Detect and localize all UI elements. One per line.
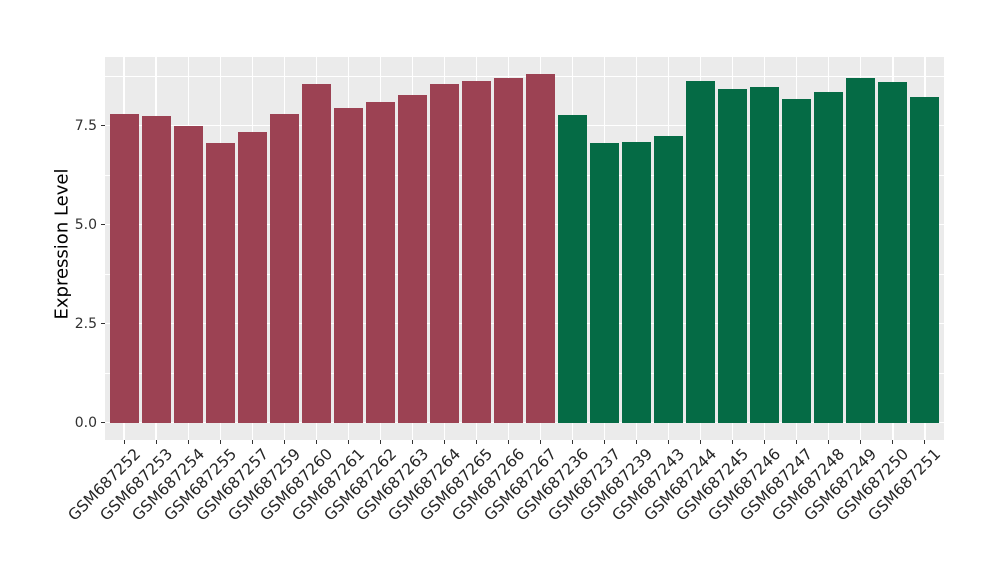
bar — [654, 136, 683, 423]
bar — [558, 115, 587, 423]
x-tick-mark — [347, 440, 350, 444]
x-tick-mark — [219, 440, 221, 444]
bar — [814, 92, 844, 423]
x-tick-mark — [796, 440, 798, 444]
y-tick-mark — [101, 421, 105, 424]
x-tick-mark — [379, 440, 382, 444]
bar — [333, 108, 363, 423]
x-tick-mark — [828, 440, 830, 444]
x-tick-mark — [443, 440, 446, 444]
bar — [269, 114, 299, 423]
y-tick-label: 5.0 — [74, 216, 97, 233]
gridline-minor — [105, 372, 944, 374]
x-tick-mark — [603, 440, 606, 444]
x-tick-mark — [155, 440, 157, 444]
bar — [173, 125, 203, 423]
bar — [205, 142, 235, 423]
x-tick-mark — [411, 440, 414, 444]
bar — [365, 102, 395, 423]
gridline-minor — [105, 75, 944, 77]
gridline-minor — [105, 174, 944, 176]
bar — [526, 74, 555, 423]
gridline-major — [105, 223, 944, 226]
x-tick-mark — [732, 440, 734, 444]
x-tick-mark — [123, 440, 125, 444]
bar — [878, 81, 908, 423]
x-tick-mark — [571, 440, 574, 444]
bar — [430, 84, 459, 423]
plot-panel — [105, 57, 944, 440]
bar — [686, 81, 716, 423]
bar — [494, 78, 523, 423]
x-tick-mark — [700, 440, 702, 444]
gridline-major — [105, 322, 944, 325]
y-tick-mark — [101, 322, 105, 325]
bar — [462, 80, 491, 423]
y-axis-title: Expression Level — [51, 168, 73, 320]
x-tick-mark — [475, 440, 478, 444]
bar — [301, 83, 331, 423]
x-tick-mark — [187, 440, 189, 444]
x-tick-mark — [668, 440, 670, 444]
x-tick-mark — [892, 440, 894, 444]
bar — [237, 132, 267, 423]
y-tick-mark — [101, 124, 105, 127]
x-tick-mark — [507, 440, 510, 444]
bar — [718, 88, 748, 423]
bar — [910, 97, 940, 423]
x-tick-mark — [539, 440, 542, 444]
gridline-minor — [105, 273, 944, 275]
x-tick-mark — [924, 440, 926, 444]
gridline-major — [105, 124, 944, 127]
bar — [622, 142, 651, 423]
bar — [782, 98, 812, 423]
y-tick-label: 7.5 — [74, 117, 97, 134]
y-tick-mark — [101, 223, 105, 226]
x-tick-mark — [764, 440, 766, 444]
bar — [846, 77, 876, 423]
y-tick-label: 0.0 — [74, 414, 97, 431]
x-tick-mark — [283, 440, 286, 444]
x-tick-mark — [315, 440, 318, 444]
x-tick-mark — [860, 440, 862, 444]
bar — [590, 142, 619, 423]
bar — [750, 87, 780, 423]
x-tick-mark — [251, 440, 253, 444]
bar — [398, 94, 427, 423]
gridline-major — [105, 421, 944, 424]
bar — [141, 116, 171, 423]
x-tick-mark — [635, 440, 638, 444]
y-tick-label: 2.5 — [74, 315, 97, 332]
bar — [109, 114, 139, 423]
